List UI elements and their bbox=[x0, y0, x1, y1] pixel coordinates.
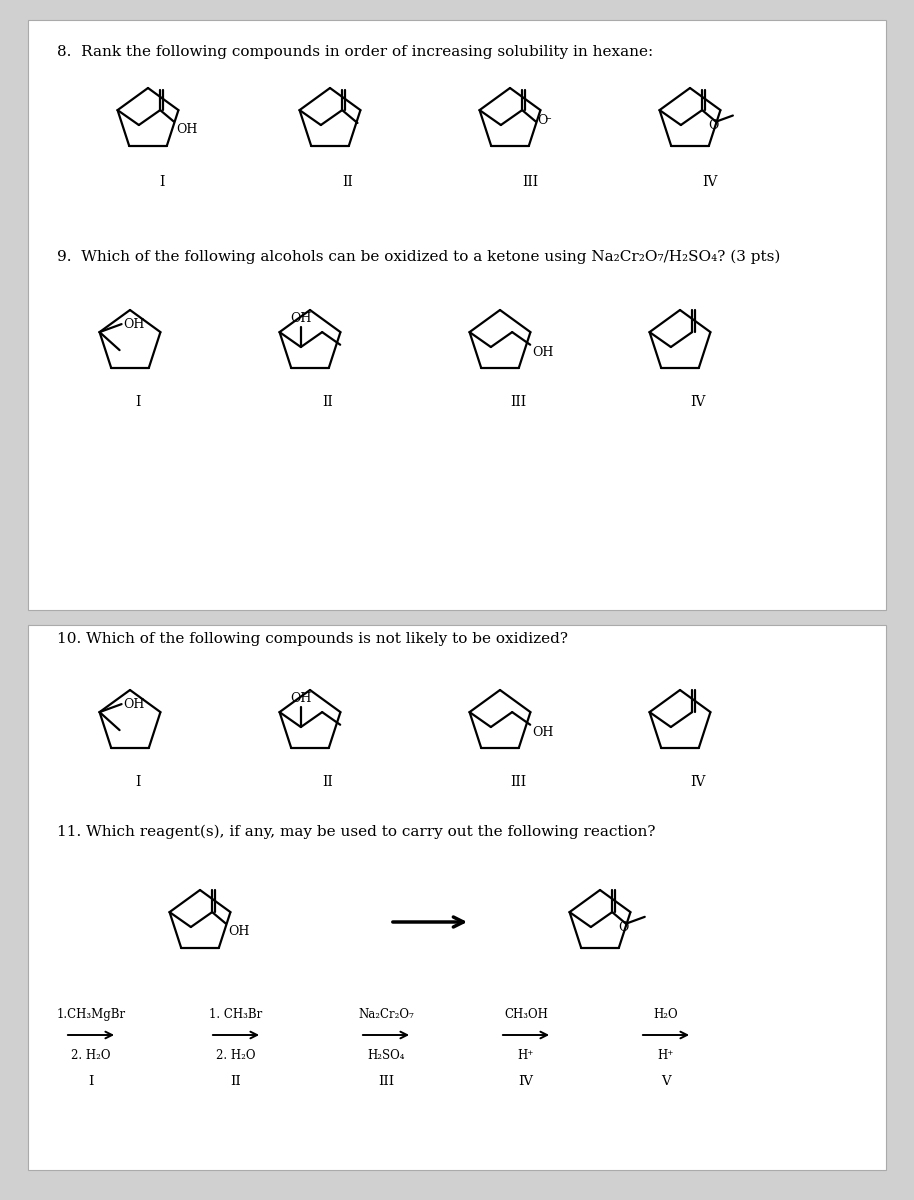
Text: IV: IV bbox=[690, 775, 706, 790]
Text: II: II bbox=[323, 775, 334, 790]
Text: II: II bbox=[323, 395, 334, 409]
Text: O: O bbox=[537, 114, 547, 127]
Text: 11. Which reagent(s), if any, may be used to carry out the following reaction?: 11. Which reagent(s), if any, may be use… bbox=[57, 826, 655, 839]
Text: III: III bbox=[522, 175, 538, 188]
Text: OH: OH bbox=[532, 346, 554, 359]
Text: IV: IV bbox=[690, 395, 706, 409]
Text: O: O bbox=[708, 119, 718, 132]
Text: OH: OH bbox=[290, 312, 312, 325]
Text: H⁺: H⁺ bbox=[658, 1049, 675, 1062]
Text: 2. H₂O: 2. H₂O bbox=[71, 1049, 111, 1062]
Text: I: I bbox=[135, 775, 141, 790]
Text: III: III bbox=[510, 395, 526, 409]
Text: V: V bbox=[661, 1075, 671, 1088]
Text: I: I bbox=[159, 175, 165, 188]
Text: I: I bbox=[135, 395, 141, 409]
Text: 1. CH₃Br: 1. CH₃Br bbox=[209, 1008, 262, 1021]
FancyBboxPatch shape bbox=[28, 20, 886, 610]
Text: CH₃OH: CH₃OH bbox=[504, 1008, 547, 1021]
Text: III: III bbox=[510, 775, 526, 790]
Text: OH: OH bbox=[228, 925, 250, 937]
Text: 10. Which of the following compounds is not likely to be oxidized?: 10. Which of the following compounds is … bbox=[57, 632, 568, 646]
Text: H₂SO₄: H₂SO₄ bbox=[367, 1049, 405, 1062]
Text: Na₂Cr₂O₇: Na₂Cr₂O₇ bbox=[358, 1008, 414, 1021]
Text: 9.  Which of the following alcohols can be oxidized to a ketone using Na₂Cr₂O₇/H: 9. Which of the following alcohols can b… bbox=[57, 250, 781, 264]
Text: O: O bbox=[618, 922, 629, 934]
Text: IV: IV bbox=[702, 175, 717, 188]
Text: II: II bbox=[343, 175, 354, 188]
FancyBboxPatch shape bbox=[28, 625, 886, 1170]
Text: H₂O: H₂O bbox=[654, 1008, 678, 1021]
Text: H⁺: H⁺ bbox=[518, 1049, 534, 1062]
Text: OH: OH bbox=[290, 692, 312, 706]
Text: III: III bbox=[377, 1075, 394, 1088]
Text: IV: IV bbox=[518, 1075, 534, 1088]
Text: OH: OH bbox=[176, 122, 197, 136]
Text: II: II bbox=[230, 1075, 241, 1088]
Text: –: – bbox=[546, 113, 551, 122]
Text: OH: OH bbox=[532, 726, 554, 739]
Text: I: I bbox=[89, 1075, 94, 1088]
Text: OH: OH bbox=[123, 318, 145, 331]
Text: OH: OH bbox=[123, 697, 145, 710]
Text: 1.CH₃MgBr: 1.CH₃MgBr bbox=[57, 1008, 125, 1021]
Text: 8.  Rank the following compounds in order of increasing solubility in hexane:: 8. Rank the following compounds in order… bbox=[57, 44, 654, 59]
Text: 2. H₂O: 2. H₂O bbox=[217, 1049, 256, 1062]
